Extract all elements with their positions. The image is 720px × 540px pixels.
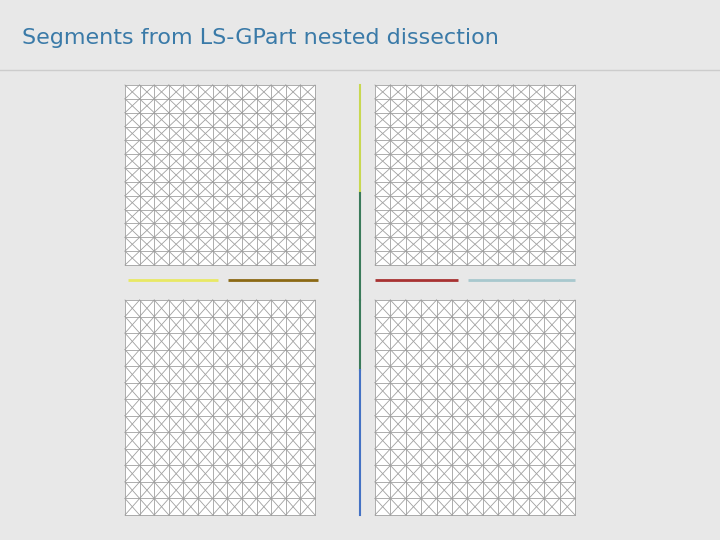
Bar [125, 85, 315, 265]
Bar [0, 0, 720, 70]
Bar [375, 300, 575, 515]
Bar [375, 85, 575, 265]
Text: Segments from LS-GPart nested dissection: Segments from LS-GPart nested dissection [22, 28, 499, 48]
Bar [125, 300, 315, 515]
